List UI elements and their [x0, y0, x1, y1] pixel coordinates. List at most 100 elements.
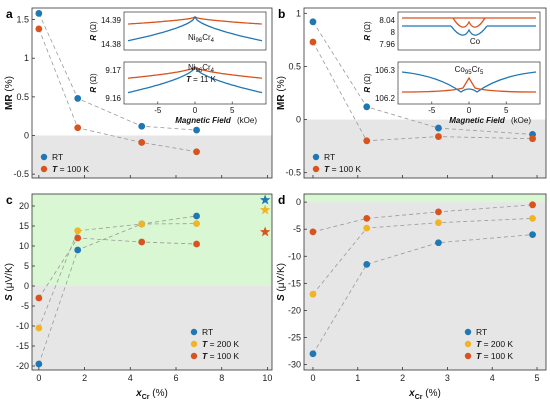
y-axis-label: S (μV/K) — [4, 263, 15, 301]
y-tick-label: -10 — [16, 321, 29, 331]
data-point-rt — [193, 212, 200, 220]
x-tick-label: 6 — [173, 373, 178, 383]
y-tick-label: -30 — [288, 360, 301, 370]
y-tick-label: -5 — [293, 224, 301, 234]
y-tick-label: -15 — [288, 278, 301, 288]
data-point-rt — [435, 239, 442, 247]
legend: RT T = 200 K T = 100 K — [190, 327, 239, 361]
y-tick-label: 20 — [19, 201, 29, 211]
inset-y-tick-label: 14.38 — [101, 40, 122, 49]
y-tick-label: 15 — [19, 221, 29, 231]
inset-y-tick-label: 7.96 — [379, 40, 395, 49]
x-axis-label: xCr (%) — [135, 388, 168, 401]
data-point-t100 — [309, 38, 317, 46]
legend-marker-t100 — [190, 352, 198, 360]
panel-b: -0.5 0 0.5 1 b MR (%) RT T = 100 K R (Ω) 8.04 8 7.9… — [276, 7, 547, 179]
inset-frame — [397, 61, 541, 105]
data-point-rt — [363, 103, 371, 111]
y-tick-label: 0 — [24, 281, 29, 291]
data-point-t100 — [309, 228, 317, 236]
inset-y-tick-label: 9.17 — [105, 66, 121, 75]
y-tick-label: 0 — [296, 115, 301, 125]
y-tick-label: -15 — [16, 341, 29, 351]
y-tick-label: 5 — [24, 261, 29, 271]
y-tick-label: 1 — [24, 53, 29, 63]
y-tick-label: -0.5 — [285, 168, 301, 178]
data-point-rt — [435, 124, 442, 132]
inset-y-label: R (Ω) — [89, 73, 98, 93]
series-line-rt — [312, 234, 533, 355]
y-tick-label: -10 — [288, 251, 301, 261]
data-point-t200 — [138, 220, 146, 228]
legend-marker-rt — [464, 328, 472, 336]
star-marker-t100 — [259, 226, 271, 237]
data-point-rt — [529, 231, 536, 239]
negative-region — [32, 286, 272, 370]
inset-1: R (Ω)14.39 14.38 Ni96Cr4 — [89, 11, 267, 51]
x-tick-label: 2 — [400, 373, 405, 383]
data-point-t200 — [193, 220, 200, 228]
series-line-t100 — [312, 41, 533, 142]
x-tick-label: 4 — [128, 373, 133, 383]
axes-frame — [31, 193, 273, 371]
x-tick-label: 10 — [262, 373, 272, 383]
data-point-rt — [363, 261, 371, 268]
data-point-t100 — [74, 124, 82, 132]
data-point-rt — [309, 18, 317, 26]
inset-curve-rt — [127, 15, 263, 42]
y-tick-label: 0 — [24, 131, 29, 141]
inset-x-tick-label: 0 — [467, 106, 472, 115]
inset-y-tick-label: 106.2 — [375, 94, 396, 103]
axes-frame — [303, 7, 547, 179]
inset-1: R (Ω) 8.04 8 7.96 Co — [363, 11, 541, 51]
inset-x-label: Magnetic Field — [449, 116, 506, 125]
legend-label-rt: RT — [324, 152, 335, 162]
inset-x-label: Magnetic Field — [175, 116, 232, 125]
inset-y-tick-label: 8.04 — [379, 16, 395, 25]
negative-region — [304, 202, 546, 370]
data-point-rt — [309, 350, 317, 358]
inset-y-tick-label: 8 — [391, 28, 396, 37]
panel-letter: d — [278, 193, 285, 207]
positive-region — [304, 194, 546, 203]
legend-marker-rt — [40, 153, 48, 161]
data-point-rt — [35, 10, 43, 17]
inset-y-tick-label: 9.16 — [105, 94, 121, 103]
inset-curve-rt — [401, 71, 537, 93]
series-line-rt — [38, 215, 197, 365]
x-tick-label: 4 — [490, 373, 495, 383]
y-tick-label: 10 — [19, 241, 29, 251]
legend-label-t200: T = 200 K — [202, 339, 239, 349]
x-tick-label: 2 — [82, 373, 87, 383]
data-point-rt — [138, 122, 146, 130]
data-point-t100 — [529, 135, 536, 143]
x-tick-label: 0 — [36, 373, 41, 383]
inset-y-label: R (Ω) — [363, 21, 372, 41]
y-tick-label: 0.5 — [288, 61, 301, 71]
inset-frame — [123, 11, 267, 51]
x-tick-label: 3 — [445, 373, 450, 383]
inset-dip-t100 — [452, 17, 486, 28]
panel-letter: c — [6, 193, 13, 207]
legend: RT T = 200 K T = 100 K — [464, 327, 513, 361]
data-point-rt — [35, 360, 43, 368]
inset-x-tick-label: 5 — [504, 106, 509, 115]
data-point-t100 — [363, 137, 371, 145]
legend-label-rt: RT — [52, 152, 63, 162]
panel-d: -30 -25 -20 -15 -10 -5 0 0 1 2 3 4 5 d S (μV/K) xCr (%)… — [276, 193, 547, 401]
legend-label-t100: T = 100 K — [476, 351, 513, 361]
x-tick-label: 0 — [310, 373, 315, 383]
series-line-t200 — [38, 223, 197, 329]
x-tick-label: 1 — [355, 373, 360, 383]
star-marker-t200 — [259, 204, 271, 215]
data-point-t100 — [35, 294, 43, 302]
inset-curve-t100 — [127, 66, 263, 79]
series-line-rt — [38, 13, 197, 131]
positive-region — [32, 194, 272, 286]
inset-x-tick-label: -5 — [154, 106, 162, 115]
inset-dip-rt — [450, 25, 488, 36]
inset-material-label: Ni96Cr4 — [188, 63, 215, 74]
